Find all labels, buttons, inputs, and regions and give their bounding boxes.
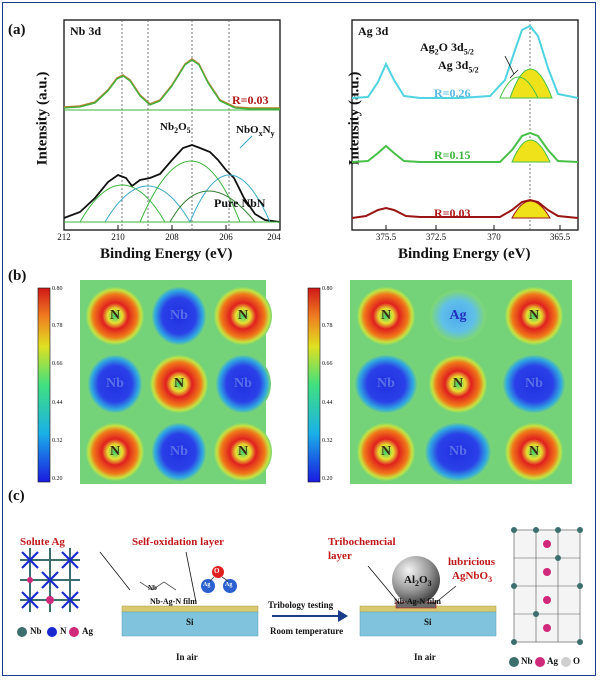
- legend-nb: Nb: [30, 626, 42, 636]
- left-atom-1-0: Nb: [106, 376, 124, 391]
- cbar-left-tick-3: 0.44: [52, 400, 63, 406]
- right-atom-2-1: Nb: [449, 444, 467, 459]
- legend-n: N: [60, 626, 67, 636]
- in-air-left: In air: [176, 652, 198, 662]
- panel-label-b: (b): [8, 268, 27, 284]
- lubricious-label-2: AgNbO3: [452, 570, 493, 585]
- cbar-right-tick-1: 0.78: [322, 323, 333, 329]
- left-atom-1-2: Nb: [234, 376, 252, 391]
- film-right-label: Nb-Ag-N film: [394, 597, 441, 606]
- cbar-right-tick-5: 0.20: [322, 476, 333, 482]
- ag3d-label: Ag 3d5/2: [438, 58, 479, 75]
- cbar-right-tick-2: 0.66: [322, 361, 333, 367]
- cbar-right-tick-4: 0.32: [322, 438, 333, 444]
- tribo-layer-label-1: Tribochemcial: [328, 536, 396, 548]
- nb-xlabel: Binding Energy (eV): [100, 246, 233, 262]
- si-right-label: Si: [424, 617, 432, 627]
- ag-r-026: R=0.26: [434, 86, 471, 100]
- cbar-left-tick-2: 0.66: [52, 361, 63, 367]
- nb-r-label: R=0.03: [232, 93, 269, 107]
- cbar-right-tick-0: 0.80: [322, 286, 333, 292]
- molecule-ag-2: Ag: [225, 582, 233, 588]
- panel-label-c: (c): [8, 488, 25, 504]
- ag-r-003: R=0.03: [434, 206, 471, 220]
- ag-xlabel: Binding Energy (eV): [398, 246, 531, 262]
- cbar-left-tick-5: 0.20: [52, 476, 63, 482]
- ag-r-015: R=0.15: [434, 148, 471, 162]
- ball-label: Al2O3: [404, 574, 432, 589]
- ag-ylabel: Intensity (a.u.): [346, 71, 363, 166]
- ag-tick-370: 370: [487, 232, 501, 242]
- pure-nbn-label: Pure NbN: [214, 196, 266, 210]
- panel-label-a: (a): [8, 22, 26, 38]
- ag-tick-3725: 372.5: [425, 232, 447, 242]
- nb-tick-208: 208: [165, 232, 179, 242]
- right-atom-0-1: Ag: [449, 308, 467, 323]
- room-temp-label: Room temperature: [270, 626, 344, 636]
- nb-tick-206: 206: [219, 232, 233, 242]
- ag-tag: Ag 3d: [358, 24, 389, 38]
- nb-tick-212: 212: [57, 232, 71, 242]
- left-atom-0-2: N: [237, 308, 249, 323]
- right-atom-1-1: N: [452, 376, 464, 391]
- left-atom-2-0: N: [109, 444, 121, 459]
- cbar-left-tick-1: 0.78: [52, 323, 63, 329]
- legend-ag: Ag: [82, 626, 93, 636]
- ag-tick-3755: 375.5: [375, 232, 397, 242]
- nb-tick-210: 210: [111, 232, 125, 242]
- nb2o5-label: Nb2O5: [160, 121, 191, 136]
- self-oxidation-label: Self-oxidation layer: [132, 536, 224, 548]
- legend2-ag: Ag: [547, 656, 558, 666]
- film-left-label: Nb-Ag-N film: [150, 597, 197, 606]
- right-atom-0-0: N: [380, 308, 392, 323]
- tribo-layer-label-2: layer: [328, 550, 352, 562]
- lubricious-label-1: lubricious: [448, 556, 496, 568]
- molecule-nb: Nb: [148, 584, 157, 592]
- ag2o-label: Ag2O 3d5/2: [420, 40, 474, 57]
- right-atom-1-0: Nb: [377, 376, 395, 391]
- molecule-o: O: [214, 567, 220, 575]
- left-atom-1-1: N: [173, 376, 185, 391]
- left-atom-2-1: Nb: [170, 444, 188, 459]
- right-atom-2-2: N: [528, 444, 540, 459]
- nboxny-label: NbOxNy: [236, 124, 275, 139]
- in-air-right: In air: [414, 652, 436, 662]
- nb-ylabel: Intensity (a.u.): [34, 71, 51, 166]
- legend2-nb: Nb: [521, 656, 533, 666]
- nb-tick-204: 204: [267, 232, 281, 242]
- left-atom-0-1: Nb: [170, 308, 188, 323]
- tribology-label: Tribology testing: [268, 600, 334, 610]
- cbar-left-tick-4: 0.32: [52, 438, 63, 444]
- right-atom-1-2: Nb: [525, 376, 543, 391]
- right-atom-0-2: N: [528, 308, 540, 323]
- legend2-o: O: [573, 656, 581, 666]
- cbar-right-tick-3: 0.44: [322, 400, 333, 406]
- right-atom-2-0: N: [380, 444, 392, 459]
- cbar-left-tick-0: 0.80: [52, 286, 63, 292]
- ag-tick-3655: 365.5: [549, 232, 571, 242]
- solute-ag-label: Solute Ag: [20, 536, 65, 548]
- left-atom-2-2: N: [237, 444, 249, 459]
- nb-tag: Nb 3d: [70, 24, 102, 38]
- si-left-label: Si: [186, 617, 194, 627]
- left-atom-0-0: N: [109, 308, 121, 323]
- molecule-ag-1: Ag: [203, 582, 211, 588]
